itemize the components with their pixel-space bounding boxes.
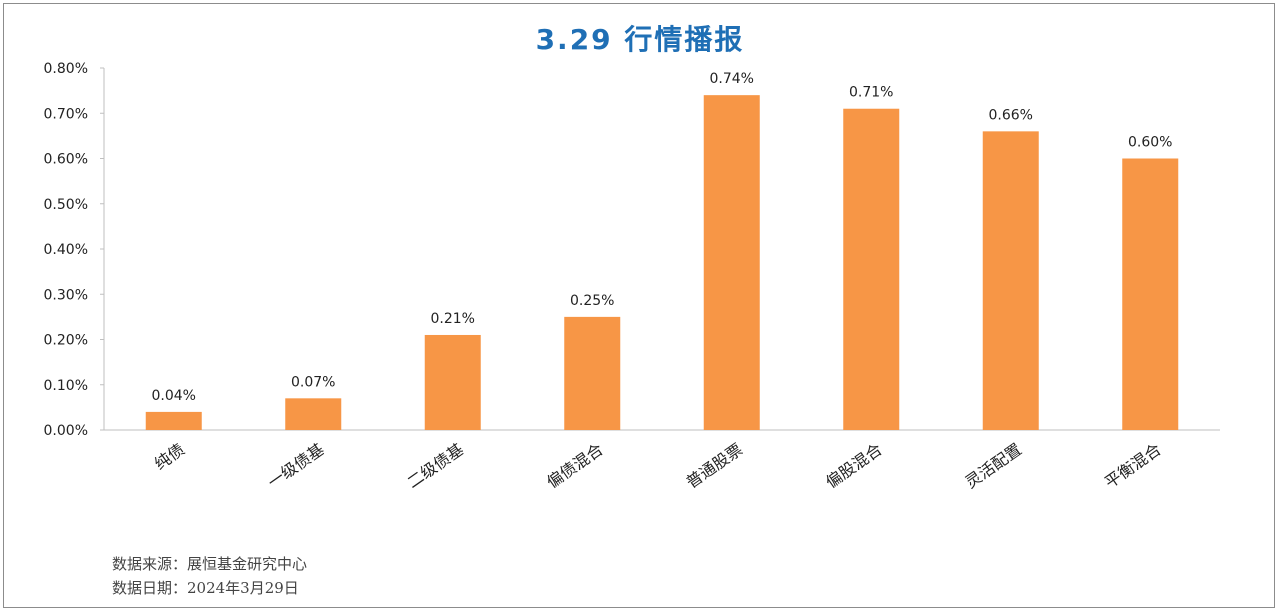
x-tick-labels: 纯债 一级债基 二级债基 偏债混合 普通股票 偏股混合 灵活配置 平衡混合 [151, 440, 1165, 492]
bar-2 [285, 398, 342, 430]
x-tick-label: 偏股混合 [822, 440, 885, 492]
data-date-note: 数据日期：2024年3月29日 [112, 579, 299, 597]
data-label: 0.07% [291, 374, 335, 390]
x-tick-label: 偏债混合 [543, 440, 606, 492]
y-tick-labels: 0.00% 0.10% 0.20% 0.30% 0.40% 0.50% 0.60% 0.70%… [44, 61, 88, 439]
bar-3 [424, 334, 481, 430]
y-tick-label: 0.50% [44, 197, 88, 213]
x-tick-label: 灵活配置 [962, 440, 1025, 492]
y-tick-label: 0.20% [44, 333, 88, 349]
data-label: 0.74% [710, 71, 754, 87]
y-tick-label: 0.70% [44, 106, 88, 122]
chart-bars [145, 95, 1179, 431]
y-tick-label: 0.10% [44, 378, 88, 394]
chart-title: 3.29 行情播报 [535, 23, 745, 56]
bar-8 [1122, 158, 1179, 430]
x-tick-label: 纯债 [151, 440, 188, 474]
y-tick-label: 0.00% [44, 423, 88, 439]
bar-1 [145, 411, 202, 430]
data-source-note: 数据来源：展恒基金研究中心 [112, 555, 308, 573]
chart-data-labels: 0.04% 0.07% 0.21% 0.25% 0.74% 0.71% 0.66% 0.60% [152, 71, 1173, 404]
data-label: 0.71% [849, 85, 893, 101]
y-tick-label: 0.40% [44, 242, 88, 258]
x-tick-label: 二级债基 [404, 440, 467, 492]
bar-4 [564, 316, 621, 430]
y-tick-label: 0.60% [44, 152, 88, 168]
bar-6 [843, 108, 900, 430]
data-label: 0.04% [152, 388, 196, 404]
x-tick-label: 一级债基 [264, 440, 327, 492]
x-tick-label: 平衡混合 [1101, 440, 1164, 492]
data-label: 0.25% [570, 293, 614, 309]
y-tick-label: 0.30% [44, 287, 88, 303]
x-tick-label: 普通股票 [683, 440, 746, 492]
data-label: 0.60% [1128, 135, 1172, 151]
chart-frame [3, 3, 1275, 608]
data-label: 0.66% [989, 107, 1033, 123]
data-label: 0.21% [431, 311, 475, 327]
chart-axes [100, 67, 1220, 431]
bar-7 [982, 131, 1039, 430]
bar-5 [703, 95, 760, 431]
y-tick-label: 0.80% [44, 61, 88, 77]
